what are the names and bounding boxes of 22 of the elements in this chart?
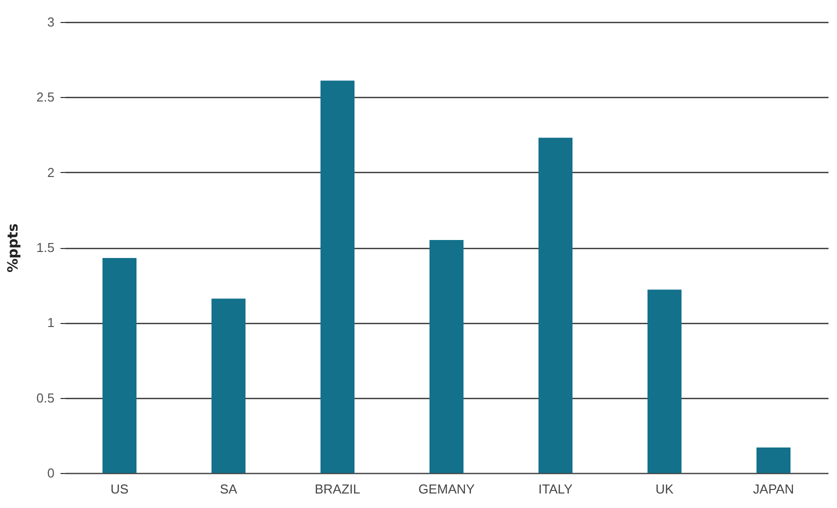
bar bbox=[102, 258, 136, 473]
bar bbox=[756, 447, 790, 473]
bar bbox=[538, 138, 572, 473]
y-tick-label: 2.5 bbox=[36, 90, 54, 105]
y-tick-label: 0 bbox=[47, 466, 54, 480]
x-tick-label: SA bbox=[220, 482, 238, 496]
y-tick-label: 3 bbox=[47, 14, 54, 30]
bar bbox=[212, 298, 246, 473]
y-tick-label: 1.5 bbox=[36, 240, 54, 255]
y-tick-label: 2 bbox=[47, 164, 54, 180]
y-axis-title: %ppts bbox=[5, 223, 22, 273]
y-tick-label: 0.5 bbox=[36, 390, 54, 406]
x-tick-label: BRAZIL bbox=[314, 482, 360, 496]
bar bbox=[648, 290, 682, 473]
x-tick-label: UK bbox=[655, 482, 674, 496]
y-tick-label: 1 bbox=[47, 315, 54, 330]
bar bbox=[320, 80, 354, 473]
x-tick-label: JAPAN bbox=[753, 482, 794, 496]
bar bbox=[430, 240, 464, 473]
x-tick-label: US bbox=[110, 482, 129, 496]
x-tick-label: GEMANY bbox=[418, 482, 475, 496]
x-tick-label: ITALY bbox=[538, 482, 573, 496]
